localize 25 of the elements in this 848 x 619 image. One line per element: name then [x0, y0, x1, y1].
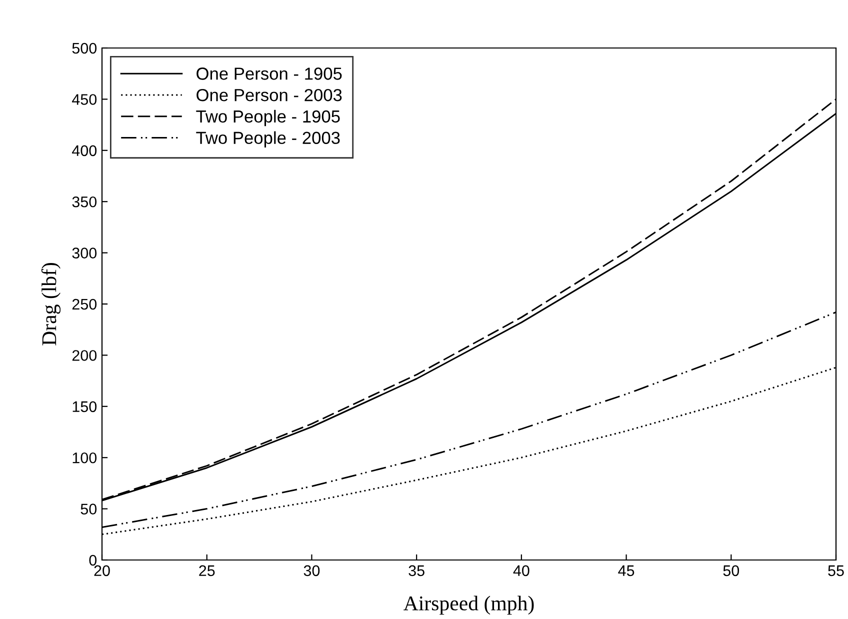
x-tick-label: 50 [723, 565, 740, 576]
x-tick-label: 40 [513, 565, 530, 576]
y-tick-label: 350 [72, 196, 97, 208]
y-tick-label: 150 [72, 401, 97, 412]
y-tick-label: 250 [72, 298, 97, 310]
x-tick-label: 35 [408, 565, 424, 576]
y-tick-label: 200 [72, 350, 97, 361]
legend-label: Two People - 1905 [196, 110, 340, 126]
y-tick-label: 450 [72, 94, 97, 105]
x-tick-label: 45 [618, 565, 634, 576]
x-tick-label: 25 [199, 565, 215, 576]
x-tick-label: 30 [304, 565, 320, 576]
y-tick-label: 100 [72, 452, 97, 464]
legend-label: Two People - 2003 [196, 131, 340, 148]
x-tick-label: 55 [828, 565, 844, 576]
x-axis-title: Airspeed (mph) [404, 596, 534, 615]
y-tick-label: 400 [72, 145, 97, 156]
y-tick-label: 500 [72, 42, 97, 54]
legend-label: One Person - 1905 [196, 68, 342, 80]
legend-label: One Person - 2003 [196, 88, 342, 102]
y-axis-title: Drag (lbf) [41, 262, 61, 346]
y-tick-label: 300 [72, 248, 97, 258]
y-tick-label: 50 [80, 504, 97, 514]
x-tick-label: 20 [94, 565, 110, 576]
y-tick-label: 0 [89, 554, 97, 566]
